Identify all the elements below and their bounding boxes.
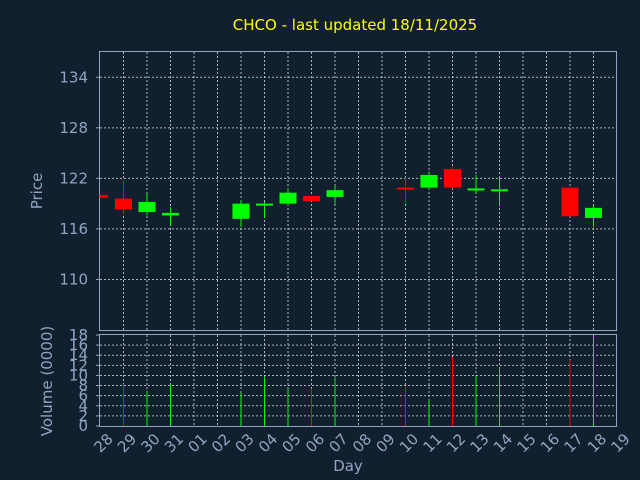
day-tick-label: 09 xyxy=(373,430,399,456)
candlestick xyxy=(397,177,414,203)
day-tick-label: 06 xyxy=(302,430,328,456)
day-tick-label: 18 xyxy=(584,430,610,456)
price-tick-label: 122 xyxy=(59,169,88,187)
candlestick xyxy=(561,187,579,217)
day-tick-label: 14 xyxy=(490,430,516,456)
price-tick-label: 134 xyxy=(59,68,88,86)
volume-tick-label: 0 xyxy=(78,417,88,435)
day-tick-label: 16 xyxy=(537,430,563,456)
candle-body xyxy=(420,174,438,188)
volume-tick-label: 4 xyxy=(78,397,88,415)
volume-tick-label: 8 xyxy=(78,377,88,395)
candlestick xyxy=(467,174,485,194)
candlestick xyxy=(162,207,179,227)
candlestick xyxy=(326,185,344,204)
candlesticks xyxy=(99,166,602,228)
day-tick-label: 19 xyxy=(608,430,634,456)
candle-body xyxy=(491,189,508,192)
volume-axis-label: Volume (0000) xyxy=(38,326,56,436)
volume-plot-frame xyxy=(99,334,617,427)
price-plot-frame xyxy=(99,51,617,331)
candle-body xyxy=(444,169,461,188)
price-vertical-grid xyxy=(123,52,594,330)
day-tick-label: 11 xyxy=(420,430,446,456)
day-tick-label: 31 xyxy=(161,430,187,456)
day-tick-label: 08 xyxy=(349,430,375,456)
candle-body xyxy=(467,188,485,191)
x-axis-label: Day xyxy=(333,457,363,475)
candlestick xyxy=(491,177,508,206)
candlestick xyxy=(303,196,320,202)
day-tick-label: 30 xyxy=(138,430,164,456)
volume-tick-label: 14 xyxy=(69,346,88,364)
price-tick-label: 128 xyxy=(59,119,88,137)
candlestick xyxy=(585,205,602,228)
day-tick-label: 07 xyxy=(326,430,352,456)
candle-body xyxy=(100,195,108,198)
candle-body xyxy=(397,187,414,190)
price-panel: 110 116 122 128 134 Price xyxy=(28,51,617,331)
day-tick-label: 04 xyxy=(255,430,281,456)
volume-tick-label: 10 xyxy=(69,366,88,384)
candle-body xyxy=(326,190,344,197)
price-tick-label: 116 xyxy=(59,220,88,238)
day-tick-label: 12 xyxy=(443,430,469,456)
candle-body xyxy=(561,187,579,217)
candle-body xyxy=(279,192,297,204)
candle-body xyxy=(585,207,602,218)
candlestick xyxy=(279,188,297,206)
price-y-tick-labels: 110 116 122 128 134 xyxy=(59,68,100,288)
volume-bars xyxy=(123,337,594,426)
day-tick-label: 05 xyxy=(279,430,305,456)
candlestick xyxy=(420,171,438,191)
volume-tick-label: 12 xyxy=(69,356,88,374)
volume-tick-label: 2 xyxy=(78,407,88,425)
price-axis-label: Price xyxy=(28,173,46,210)
candle-body xyxy=(256,203,273,206)
candle-body xyxy=(138,201,156,213)
day-tick-labels: 2829303101020304050607080910111213141516… xyxy=(91,430,634,456)
candlestick xyxy=(232,200,250,228)
day-tick-label: 13 xyxy=(467,430,493,456)
volume-tick-label: 16 xyxy=(69,336,88,354)
day-tick-label: 29 xyxy=(114,430,140,456)
volume-tick-label: 6 xyxy=(78,387,88,405)
volume-tick-label: 18 xyxy=(69,326,88,344)
volume-horizontal-grid xyxy=(100,344,616,417)
day-tick-label: 10 xyxy=(396,430,422,456)
candle-body xyxy=(115,198,132,210)
candle-body xyxy=(303,196,320,202)
candlestick xyxy=(444,166,461,189)
candlestick xyxy=(256,201,273,218)
candlestick xyxy=(99,195,108,198)
day-tick-label: 03 xyxy=(232,430,258,456)
candle-body xyxy=(162,212,179,216)
candle-body xyxy=(232,203,250,219)
volume-vertical-grid xyxy=(123,335,594,426)
day-tick-label: 15 xyxy=(514,430,540,456)
price-tick-label: 110 xyxy=(59,270,88,288)
chart-title: CHCO - last updated 18/11/2025 xyxy=(233,16,477,34)
day-tick-label: 17 xyxy=(561,430,587,456)
day-tick-label: 28 xyxy=(91,430,117,456)
candlestick xyxy=(115,180,132,215)
day-tick-label: 02 xyxy=(208,430,234,456)
day-tick-label: 01 xyxy=(185,430,211,456)
price-horizontal-grid xyxy=(100,76,616,280)
candlestick xyxy=(138,193,156,216)
